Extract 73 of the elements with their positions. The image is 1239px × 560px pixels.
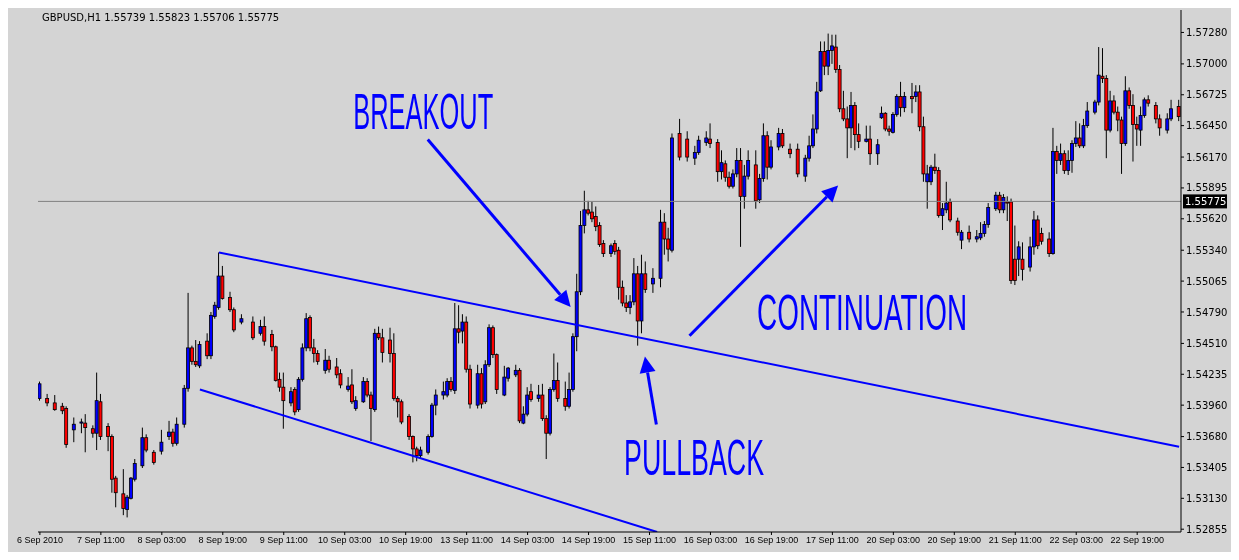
candlestick (776, 127, 781, 151)
candlestick (997, 191, 1002, 214)
x-tick-label: 8 Sep 03:00 (137, 535, 187, 546)
x-tick-label: 13 Sep 11:00 (440, 535, 494, 546)
candlestick (563, 381, 568, 412)
y-tick-label: 1.53130 (1186, 492, 1228, 504)
candlestick (708, 122, 712, 149)
candlestick (898, 81, 903, 118)
x-tick-label: 22 Sep 19:00 (1110, 535, 1164, 546)
candlestick (38, 381, 42, 402)
y-tick-label: 1.53960 (1186, 399, 1228, 411)
y-tick-label: 1.53680 (1186, 431, 1228, 443)
candlestick (121, 468, 126, 516)
x-tick-label: 17 Sep 11:00 (805, 535, 859, 546)
candlestick (1077, 122, 1082, 149)
candlestick (685, 130, 690, 163)
candlestick (167, 420, 171, 441)
x-tick-label: 14 Sep 19:00 (561, 535, 616, 546)
candlestick (71, 417, 76, 443)
candlestick (281, 372, 286, 430)
candlestick (826, 33, 831, 76)
x-tick-label: 10 Sep 03:00 (317, 535, 372, 546)
y-tick-label: 1.54790 (1186, 306, 1228, 318)
x-tick-label: 22 Sep 03:00 (1049, 535, 1104, 546)
candlestick (250, 315, 255, 341)
y-tick-label: 1.55340 (1186, 244, 1228, 256)
y-tick-label: 1.54235 (1186, 368, 1228, 380)
x-tick-label: 14 Sep 03:00 (500, 535, 555, 546)
annotation: PULLBACK (624, 430, 886, 487)
y-tick-label: 1.52855 (1186, 523, 1228, 535)
candlestick (967, 225, 972, 243)
x-tick-label: 21 Sep 11:00 (988, 535, 1042, 546)
x-tick-label: 10 Sep 19:00 (378, 535, 433, 546)
candlestick (883, 111, 888, 132)
candlestick (875, 138, 880, 166)
candlestick (159, 429, 164, 456)
x-tick-label: 8 Sep 19:00 (198, 535, 248, 546)
x-tick-label: 7 Sep 11:00 (76, 535, 125, 546)
candlestick (677, 118, 682, 161)
y-tick-label: 1.57000 (1186, 58, 1228, 70)
y-tick-label: 1.55895 (1186, 182, 1228, 194)
y-tick-label: 1.53405 (1186, 462, 1228, 473)
y-tick-label: 1.55620 (1186, 213, 1228, 225)
candlestick (651, 267, 655, 294)
candlestick (780, 128, 785, 149)
candlestick (1020, 241, 1025, 282)
y-tick-label: 1.55065 (1186, 275, 1228, 287)
y-tick-label: 1.56725 (1186, 89, 1228, 101)
candlestick (910, 82, 914, 114)
annotation: CONTINUATION (757, 284, 1134, 341)
candlestick (868, 125, 872, 166)
annotation: BREAKOUT (353, 83, 629, 140)
y-tick-label: 1.56170 (1186, 151, 1228, 163)
x-tick-label: 9 Sep 11:00 (259, 535, 308, 546)
x-tick-label: 20 Sep 19:00 (927, 535, 982, 546)
y-tick-label: 1.57280 (1186, 27, 1228, 38)
ref-line-label: 1.55775 (1185, 196, 1227, 208)
candlestick (902, 91, 907, 113)
candlestick (83, 413, 88, 453)
candlestick (197, 340, 202, 369)
candlestick (788, 143, 792, 159)
candlestick (45, 393, 50, 407)
x-tick-label: 16 Sep 03:00 (683, 535, 738, 546)
candlestick (399, 399, 404, 425)
x-tick-label: 16 Sep 19:00 (744, 535, 799, 546)
chart-title: GBPUSD,H1 1.55739 1.55823 1.55706 1.55775 (42, 12, 280, 23)
candlestick (361, 376, 366, 404)
x-tick-label: 20 Sep 03:00 (866, 535, 921, 546)
y-tick-label: 1.54510 (1186, 337, 1228, 349)
x-tick-label: 15 Sep 11:00 (623, 535, 676, 546)
x-tick-label: 6 Sep 2010 (16, 535, 63, 546)
candlestick (769, 139, 773, 170)
y-tick-label: 1.56450 (1186, 120, 1228, 132)
